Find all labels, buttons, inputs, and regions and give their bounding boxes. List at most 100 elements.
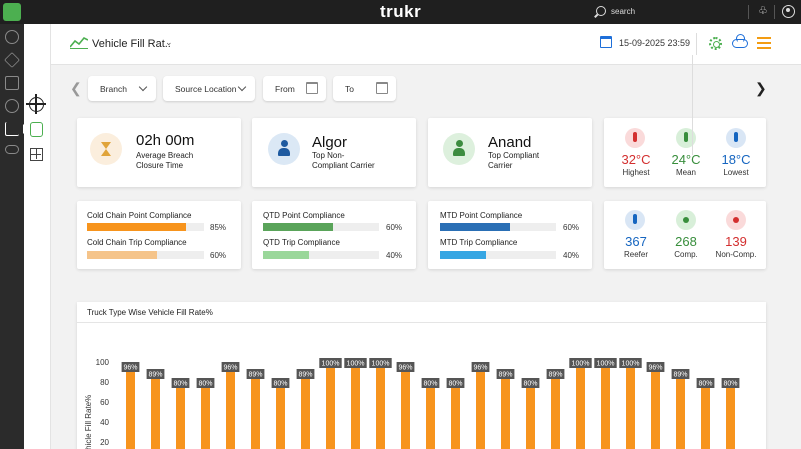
reefer-count: 367 [625,234,647,249]
branch-dropdown[interactable]: Branch [88,76,156,101]
prev-arrow-icon[interactable]: ❮ [70,80,82,96]
bar [351,368,360,449]
compliance-label: QTD Point Compliance [263,211,345,220]
thermometer-icon [726,128,746,148]
bell-icon[interactable]: ♧ [758,5,768,17]
temp-lowest-value: 18°C [721,152,751,167]
datetime-display[interactable]: 15-09-2025 23:59 [619,38,691,48]
list-icon[interactable] [757,37,771,49]
data-label: 96% [648,365,662,372]
temp-highest-label: Highest [622,168,650,177]
bar [251,379,260,449]
compliance-label: Cold Chain Point Compliance [87,211,192,220]
data-label-bg [521,378,540,388]
page-header: Vehicle Fill Rat.. ⌄ 15-09-2025 23:59 [51,24,801,65]
data-label-bg [721,378,740,388]
breach-label: Average Breach Closure Time [136,151,194,170]
compliant-carrier-value: Anand [488,134,532,151]
data-label: 89% [248,372,262,379]
progress-bar [440,251,556,259]
progress-bar [87,251,204,259]
compliance-label: QTD Trip Compliance [263,238,340,247]
app-logo-icon[interactable] [3,3,21,21]
compliant-count: 268 [675,234,697,249]
calendar-icon[interactable] [600,36,612,48]
compliance-label: MTD Point Compliance [440,211,523,220]
data-label-bg [171,378,190,388]
star-icon[interactable] [4,52,20,68]
compliant-label: Comp. [674,250,698,259]
data-label: 89% [673,372,687,379]
data-label-bg [569,358,592,368]
bar [676,379,685,449]
divider [774,5,775,19]
temp-lowest-label: Lowest [723,168,749,177]
compliance-percent: 40% [563,251,580,260]
bar [476,372,485,449]
calendar-icon [306,82,318,94]
bar [201,388,210,449]
source-location-dropdown[interactable]: Source Location [163,76,255,101]
scrollbar[interactable] [692,55,693,155]
page-title[interactable]: Vehicle Fill Rat.. [92,38,171,50]
y-tick-label: 80 [100,378,109,387]
data-label-bg [471,362,490,372]
compliance-percent: 40% [386,251,403,260]
chevron-down-icon[interactable]: ⌄ [165,37,173,47]
from-date-input[interactable]: From [263,76,326,101]
compliance-label: MTD Trip Compliance [440,238,518,247]
bar [226,372,235,449]
to-date-input[interactable]: To [333,76,396,101]
data-label-bg [246,369,265,379]
bar [176,388,185,449]
progress-bar [263,251,379,259]
progress-bar [87,223,204,231]
non-compliant-carrier-value: Algor [312,134,348,151]
y-tick-label: 20 [100,438,109,447]
data-label-bg [546,369,565,379]
data-label-bg [196,378,215,388]
trend-chart-icon [70,37,88,49]
reefer-label: Reefer [623,250,648,259]
bar [451,388,460,449]
bar-chart: Vehicle Fill Rate% 20 40 60 80 100 96% 89% 80% 80… [84,358,740,449]
temperature-card: 32°C Highest 24°C Mean 18°C Lowest [604,118,766,187]
data-label: 89% [298,372,312,379]
data-label-bg [421,378,440,388]
mtd-compliance-card: MTD Point Compliance 60% MTD Trip Compli… [428,201,592,269]
data-label-bg [221,362,240,372]
y-tick-label: 40 [100,418,109,427]
bar [501,379,510,449]
data-label-bg [121,362,140,372]
gear-icon[interactable] [709,37,722,50]
data-label-bg [646,362,665,372]
grid-icon[interactable] [30,148,43,161]
data-label: 89% [148,372,162,379]
bar [651,372,660,449]
divider [77,322,766,323]
data-label: 100% [597,361,615,368]
chart-icon[interactable] [5,122,19,136]
progress-bar [263,223,379,231]
search-input[interactable]: search [611,7,636,16]
calendar-icon [376,82,388,94]
dollar-icon[interactable] [5,99,19,113]
user-icon[interactable] [782,5,795,18]
data-label-bg [271,378,290,388]
truck-icon[interactable] [30,122,43,137]
compliance-label: Cold Chain Trip Compliance [87,238,187,247]
folder-icon[interactable] [5,76,19,90]
non-compliant-carrier-card: Algor Top Non- Compliant Carrier [252,118,416,187]
next-arrow-icon[interactable]: ❯ [755,80,767,96]
non-compliant-carrier-label: Top Non- Compliant Carrier [312,151,375,170]
non-compliant-label: Non-Comp. [715,250,757,259]
layers-icon[interactable] [5,30,19,44]
cloud-download-icon[interactable] [732,34,748,48]
chart-title: Truck Type Wise Vehicle Fill Rate% [87,308,213,317]
compliance-percent: 85% [210,223,227,232]
search-icon[interactable] [596,6,606,16]
target-icon[interactable] [26,94,46,114]
compliance-percent: 60% [210,251,227,260]
cloud-icon[interactable] [5,145,19,154]
to-label: To [345,84,354,94]
